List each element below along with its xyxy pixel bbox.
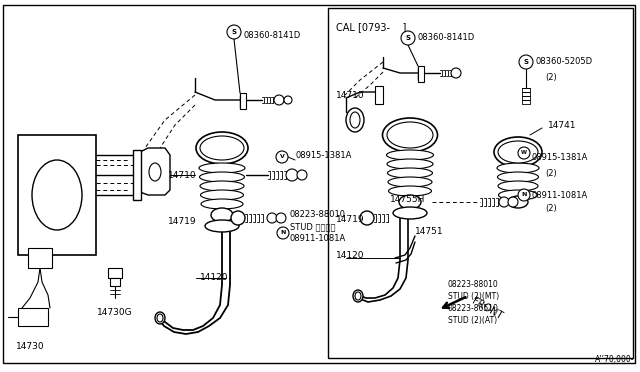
Ellipse shape [388,186,431,196]
Text: 14755H: 14755H [390,196,426,205]
Bar [418,66,424,82]
Circle shape [360,211,374,225]
Ellipse shape [387,150,433,160]
Text: 08360-5205D: 08360-5205D [535,58,592,67]
Circle shape [508,197,518,207]
Ellipse shape [199,163,245,173]
Text: 08915-1381A: 08915-1381A [532,154,588,163]
Text: 08223-86510: 08223-86510 [448,304,499,313]
Bar [18,308,48,326]
Bar [28,248,52,268]
Circle shape [518,147,530,159]
Ellipse shape [32,160,82,230]
Ellipse shape [353,290,363,302]
Ellipse shape [393,207,427,219]
Ellipse shape [387,122,433,148]
Text: CAL [0793-    ]: CAL [0793- ] [336,22,406,32]
Circle shape [277,227,289,239]
Text: FRONT: FRONT [470,296,504,321]
Ellipse shape [149,163,161,181]
Ellipse shape [200,136,244,160]
Text: 14730: 14730 [16,342,44,351]
Circle shape [284,96,292,104]
Text: (2): (2) [545,204,557,213]
Bar [328,8,633,358]
Text: 08911-1081A: 08911-1081A [290,234,346,243]
Ellipse shape [494,137,542,167]
Text: 14710: 14710 [336,90,365,99]
Ellipse shape [200,172,244,182]
Ellipse shape [508,196,528,208]
Text: V: V [280,154,284,160]
Text: 14710: 14710 [168,170,196,180]
Text: STUD (2)(AT): STUD (2)(AT) [448,316,497,325]
Ellipse shape [205,220,239,232]
Text: S: S [406,35,410,41]
Ellipse shape [387,159,433,169]
Text: 14719: 14719 [336,215,365,224]
Text: N: N [280,231,285,235]
Ellipse shape [196,132,248,164]
Circle shape [276,151,288,163]
Ellipse shape [346,108,364,132]
Circle shape [286,169,298,181]
Text: (2): (2) [545,73,557,82]
Text: 08360-8141D: 08360-8141D [243,32,300,41]
Ellipse shape [399,195,421,209]
Text: N: N [522,192,527,198]
Ellipse shape [497,163,539,173]
Text: 08223-88010: 08223-88010 [290,210,346,219]
Text: 14741: 14741 [548,121,577,129]
Text: 14751: 14751 [415,228,444,237]
Ellipse shape [350,112,360,128]
Circle shape [519,55,533,69]
Ellipse shape [387,168,433,178]
Ellipse shape [200,181,244,191]
Circle shape [276,213,286,223]
Bar [133,150,141,200]
Circle shape [499,197,509,207]
Bar [375,86,383,104]
Text: S: S [232,29,237,35]
Text: 14719: 14719 [168,218,196,227]
Circle shape [401,31,415,45]
Text: 08915-1381A: 08915-1381A [295,151,351,160]
Circle shape [227,25,241,39]
Ellipse shape [497,172,538,182]
Text: 14120: 14120 [336,250,365,260]
Ellipse shape [200,190,243,200]
Bar [110,278,120,286]
Circle shape [267,213,277,223]
Ellipse shape [499,190,538,200]
Text: (2): (2) [545,169,557,178]
Ellipse shape [383,118,438,152]
Ellipse shape [498,141,538,163]
Text: 08223-88010: 08223-88010 [448,280,499,289]
Ellipse shape [211,208,233,222]
Text: 14120: 14120 [200,273,228,282]
Text: A’’70,000-: A’’70,000- [595,355,634,364]
Bar [18,135,96,255]
Ellipse shape [355,292,361,300]
Circle shape [518,189,530,201]
Circle shape [297,170,307,180]
Bar [108,268,122,278]
Bar [240,93,246,109]
Text: W: W [521,151,527,155]
Circle shape [274,95,284,105]
Circle shape [231,211,245,225]
Ellipse shape [498,181,538,191]
Text: 14730G: 14730G [97,308,133,317]
Circle shape [451,68,461,78]
Text: S: S [524,59,529,65]
Text: 08360-8141D: 08360-8141D [417,33,474,42]
Ellipse shape [388,177,432,187]
Ellipse shape [201,199,243,209]
Text: 08911-1081A: 08911-1081A [532,190,588,199]
Ellipse shape [155,312,165,324]
Text: STUD スタッド: STUD スタッド [290,222,335,231]
Text: STUD (2)(MT): STUD (2)(MT) [448,292,499,301]
Ellipse shape [157,314,163,322]
